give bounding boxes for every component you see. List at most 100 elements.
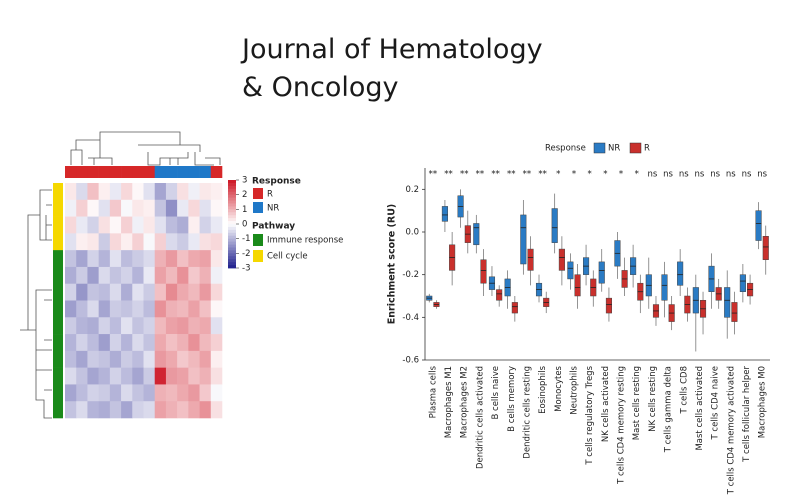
- heatmap-cell: [109, 266, 122, 285]
- row-annotation: [53, 216, 63, 234]
- heatmap-cell: [87, 250, 99, 268]
- box: [677, 261, 684, 286]
- heatmap-cell: [76, 367, 88, 385]
- y-axis-label: Enrichment score (RU): [387, 204, 398, 325]
- heatmap-cell: [210, 350, 223, 368]
- heatmap-cell: [177, 250, 189, 268]
- colorbar-segment: [228, 185, 236, 190]
- heatmap-cell: [109, 233, 122, 251]
- box: [724, 287, 731, 318]
- heatmap-cell: [87, 367, 99, 385]
- heatmap-cell: [121, 199, 133, 217]
- heatmap-cell: [121, 266, 133, 285]
- column-annotation: [177, 166, 189, 178]
- colorbar-segment: [228, 226, 236, 231]
- column-annotation: [154, 166, 167, 178]
- heatmap-cell: [199, 183, 212, 201]
- heatmap-cell: [199, 250, 212, 268]
- heatmap-cell: [76, 183, 88, 201]
- heatmap-cell: [154, 283, 167, 301]
- row-dendrogram: [20, 189, 52, 419]
- heatmap-cell: [210, 233, 223, 251]
- row-annotation: [53, 300, 63, 318]
- heatmap-cell: [177, 384, 189, 402]
- heatmap-cell: [121, 401, 133, 419]
- column-annotation: [188, 166, 200, 178]
- heatmap-cell: [154, 367, 167, 385]
- legend-title: Response: [545, 144, 586, 154]
- heatmap-cell: [165, 250, 178, 268]
- heatmap-cell: [143, 401, 156, 419]
- legend-title: Pathway: [252, 222, 295, 232]
- x-tick-label: NK cells resting: [648, 366, 658, 432]
- y-tick-label: -0.6: [402, 356, 419, 366]
- colorbar-segment: [228, 247, 236, 251]
- significance-label: **: [460, 170, 469, 180]
- heatmap-cell: [76, 233, 88, 251]
- colorbar-segment: [228, 180, 236, 184]
- heatmap-cell: [76, 283, 88, 301]
- legend-title: Response: [252, 177, 301, 187]
- column-annotation: [210, 166, 223, 178]
- heatmap-cell: [87, 183, 99, 201]
- x-tick-label: B cells naive: [491, 366, 501, 420]
- box: [480, 259, 487, 284]
- heatmap-cell: [87, 401, 99, 419]
- y-tick-label: -0.2: [402, 270, 419, 280]
- heatmap-cell: [177, 216, 189, 234]
- heatmap-cell: [121, 233, 133, 251]
- heatmap-cell: [154, 401, 167, 419]
- heatmap-cell: [177, 367, 189, 385]
- heatmap-cell: [210, 300, 223, 318]
- significance-label: ns: [710, 170, 720, 180]
- heatmap-cell: [109, 367, 122, 385]
- heatmap-cell: [121, 183, 133, 201]
- heatmap-cell: [65, 367, 77, 385]
- heatmap-cell: [177, 233, 189, 251]
- heatmap-cell: [165, 199, 178, 217]
- heatmap-cell: [109, 199, 122, 217]
- significance-label: *: [619, 170, 623, 180]
- heatmap-cell: [177, 350, 189, 368]
- heatmap-cell: [76, 266, 88, 285]
- heatmap-cell: [98, 300, 111, 318]
- heatmap-cell: [98, 250, 111, 268]
- heatmap-cell: [188, 401, 200, 419]
- heatmap-cell: [199, 233, 212, 251]
- heatmap-cell: [188, 367, 200, 385]
- legend-label: R: [644, 144, 650, 154]
- significance-label: *: [635, 170, 639, 180]
- heatmap-cell: [210, 283, 223, 301]
- heatmap-cell: [109, 300, 122, 318]
- column-annotation: [87, 166, 99, 178]
- box: [520, 214, 527, 265]
- heatmap-cell: [199, 199, 212, 217]
- x-tick-label: B cells memory: [507, 366, 517, 432]
- heatmap-cell: [109, 384, 122, 402]
- heatmap-cell: [199, 367, 212, 385]
- heatmap-cell: [143, 317, 156, 335]
- heatmap-cell: [165, 183, 178, 201]
- heatmap-cell: [154, 199, 167, 217]
- column-annotation: [109, 166, 122, 178]
- colorbar-segment: [228, 194, 236, 198]
- colorbar-segment: [228, 262, 236, 266]
- heatmap-cell: [177, 317, 189, 335]
- heatmap-cell: [98, 183, 111, 201]
- heatmap-cell: [165, 317, 178, 335]
- x-tick-label: Dendritic cells activated: [475, 366, 485, 469]
- heatmap-cell: [143, 367, 156, 385]
- heatmap-cell: [165, 384, 178, 402]
- x-tick-label: Mast cells activated: [695, 366, 705, 451]
- heatmap-cell: [165, 334, 178, 352]
- heatmap-cell: [121, 300, 133, 318]
- heatmap-cell: [132, 334, 144, 352]
- heatmap-cell: [143, 350, 156, 368]
- x-tick-label: Macrophages M1: [444, 366, 454, 438]
- heatmap-cell: [188, 233, 200, 251]
- heatmap-cell: [109, 317, 122, 335]
- colorbar-segment: [228, 182, 236, 187]
- colorbar-tick-label: 1: [242, 205, 247, 215]
- heatmap-cell: [154, 317, 167, 335]
